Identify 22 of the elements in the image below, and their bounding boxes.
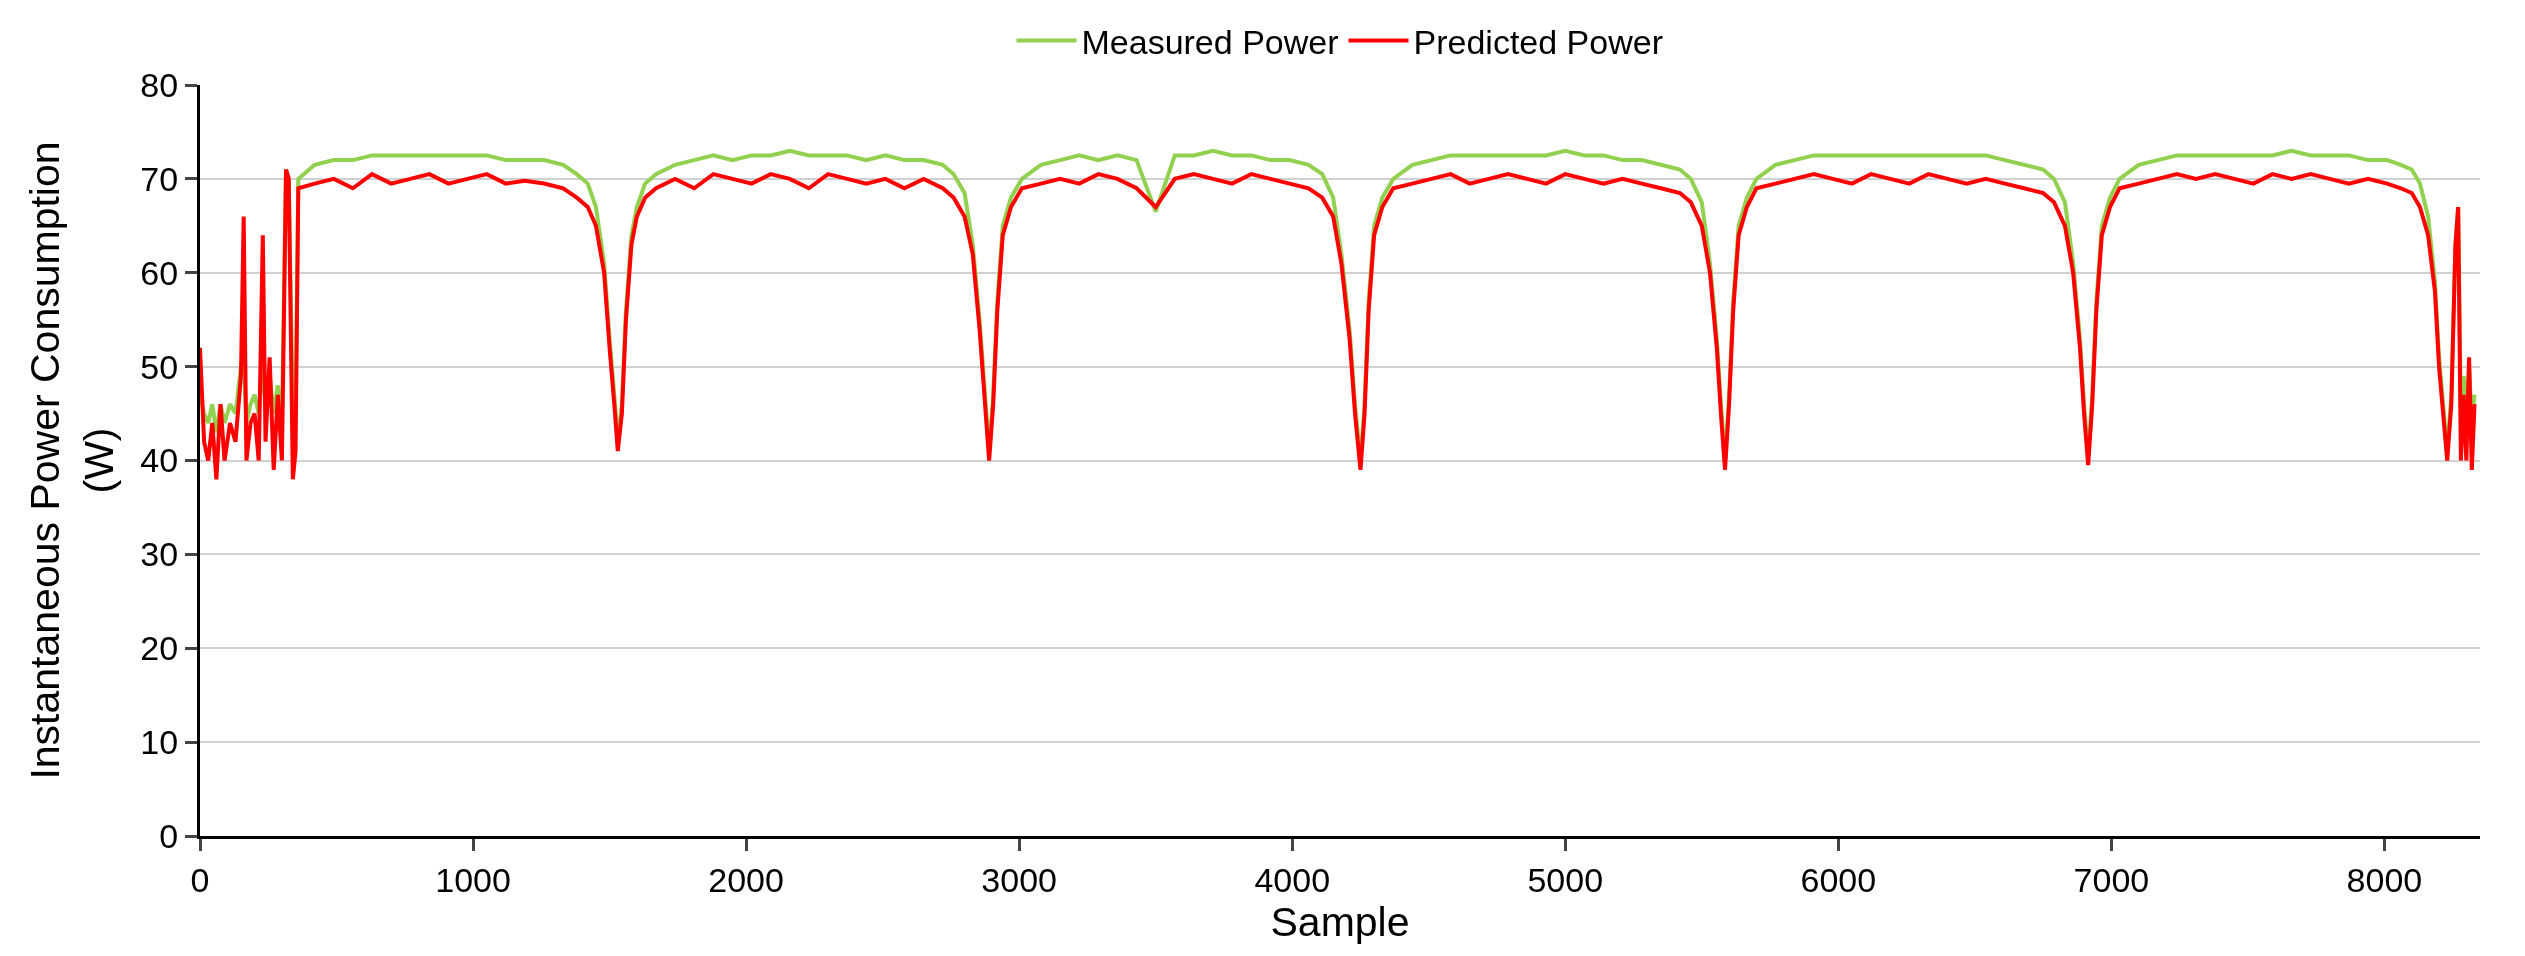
- x-tick-label: 7000: [2073, 860, 2150, 899]
- x-tick-label: 6000: [1800, 860, 1877, 899]
- y-tick-label: 50: [140, 347, 179, 386]
- x-tick-label: 5000: [1527, 860, 1604, 899]
- x-tick-label: 8000: [2346, 860, 2423, 899]
- x-tick-label: 1000: [435, 860, 511, 899]
- x-tick-label: 4000: [1254, 860, 1331, 899]
- legend-label: Measured Power: [1081, 22, 1339, 61]
- y-tick-label: 40: [140, 441, 179, 480]
- y-tick-label: 0: [159, 816, 179, 855]
- x-tick-label: 2000: [708, 860, 784, 899]
- y-tick-label: 10: [140, 723, 179, 762]
- y-tick-label: 70: [140, 159, 179, 198]
- y-tick-label: 30: [140, 535, 179, 574]
- legend-label: Predicted Power: [1413, 22, 1663, 61]
- x-axis-title: Sample: [1270, 899, 1410, 945]
- x-tick-label: 3000: [981, 860, 1057, 899]
- x-tick-label: 0: [190, 860, 210, 899]
- y-tick-label: 20: [140, 629, 179, 668]
- y-axis-title: Instantaneous Power Consumption (W): [22, 141, 122, 780]
- y-tick-label: 60: [140, 253, 179, 292]
- y-tick-label: 80: [140, 65, 179, 104]
